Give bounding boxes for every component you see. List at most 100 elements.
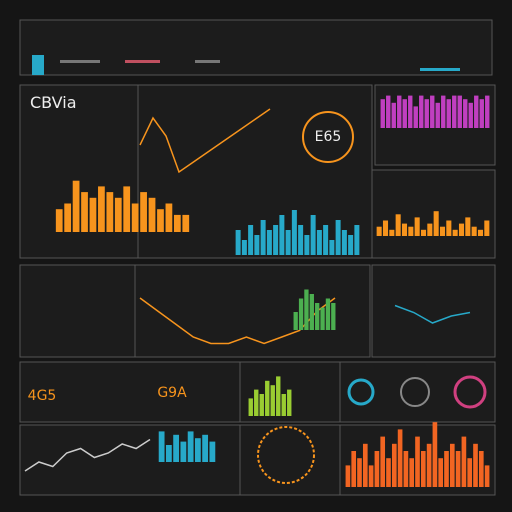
bar bbox=[123, 186, 131, 232]
bar bbox=[397, 429, 403, 487]
bar bbox=[187, 431, 194, 462]
bar bbox=[468, 102, 473, 128]
bar bbox=[316, 230, 322, 255]
bar bbox=[444, 451, 449, 487]
nav-item[interactable] bbox=[420, 68, 460, 71]
bar bbox=[335, 220, 341, 255]
bar bbox=[266, 230, 272, 255]
bar bbox=[354, 225, 360, 255]
bar bbox=[235, 230, 241, 255]
panel bbox=[239, 424, 341, 496]
bar bbox=[291, 210, 297, 255]
line bbox=[24, 438, 151, 472]
bar bbox=[391, 443, 397, 487]
bar bbox=[415, 436, 420, 487]
bar bbox=[304, 289, 309, 330]
bar bbox=[131, 203, 139, 232]
gauge bbox=[257, 426, 315, 484]
readout: 4G5 bbox=[28, 388, 57, 404]
bar bbox=[484, 465, 490, 487]
bar bbox=[281, 394, 286, 416]
bar bbox=[446, 99, 451, 128]
bar bbox=[173, 214, 181, 232]
bar bbox=[114, 197, 122, 232]
bar bbox=[427, 223, 433, 236]
bar bbox=[351, 451, 357, 487]
bar bbox=[298, 298, 304, 330]
bar bbox=[402, 99, 407, 128]
bar bbox=[438, 458, 444, 487]
bar bbox=[458, 223, 465, 236]
bar bbox=[202, 434, 209, 462]
nav-item[interactable] bbox=[60, 60, 100, 63]
bar bbox=[298, 225, 304, 255]
bar bbox=[331, 303, 336, 330]
bar bbox=[148, 197, 156, 232]
bar bbox=[461, 436, 467, 487]
bar bbox=[408, 95, 413, 128]
bar bbox=[382, 220, 389, 236]
bar bbox=[420, 229, 427, 236]
bar bbox=[380, 99, 385, 128]
bar bbox=[463, 99, 468, 128]
bar bbox=[465, 217, 471, 236]
bar bbox=[397, 95, 402, 128]
bar bbox=[446, 220, 452, 236]
bar bbox=[329, 240, 335, 255]
bar bbox=[279, 215, 285, 255]
bar bbox=[452, 95, 457, 128]
bar bbox=[452, 229, 458, 236]
bar bbox=[273, 225, 279, 255]
panel bbox=[19, 264, 136, 358]
bar bbox=[380, 436, 386, 487]
bar bbox=[374, 451, 380, 487]
bar bbox=[455, 451, 461, 487]
bar bbox=[368, 465, 374, 487]
bar bbox=[320, 307, 325, 330]
bar bbox=[310, 215, 316, 255]
gauge bbox=[400, 377, 430, 407]
bar bbox=[432, 422, 438, 487]
bar bbox=[386, 95, 391, 128]
bar bbox=[287, 389, 292, 416]
bar bbox=[395, 214, 401, 236]
line bbox=[394, 304, 471, 324]
bar bbox=[304, 235, 310, 255]
bar bbox=[430, 95, 435, 128]
bar bbox=[403, 451, 409, 487]
bar bbox=[433, 211, 439, 236]
panel bbox=[134, 264, 371, 358]
bar bbox=[270, 385, 275, 416]
bar bbox=[479, 99, 484, 128]
bar bbox=[449, 443, 455, 487]
bar bbox=[457, 95, 462, 128]
bar bbox=[473, 443, 478, 487]
bar bbox=[441, 95, 446, 128]
bar bbox=[426, 443, 432, 487]
bar bbox=[254, 235, 260, 255]
bar bbox=[260, 220, 266, 255]
nav-item[interactable] bbox=[125, 60, 160, 63]
bar bbox=[376, 226, 382, 236]
bar bbox=[293, 312, 298, 330]
bar bbox=[484, 220, 490, 236]
bar bbox=[157, 209, 164, 232]
bar bbox=[209, 441, 216, 462]
title: CBVia bbox=[30, 93, 77, 112]
panel bbox=[19, 361, 241, 423]
readout: E65 bbox=[315, 129, 342, 145]
nav-item[interactable] bbox=[195, 60, 220, 63]
bar bbox=[72, 180, 80, 232]
bar bbox=[467, 458, 473, 487]
bar bbox=[64, 203, 72, 232]
top-bar bbox=[19, 19, 493, 76]
bar bbox=[439, 226, 446, 236]
bar bbox=[414, 217, 420, 236]
bar bbox=[248, 225, 254, 255]
bar bbox=[408, 226, 414, 236]
gauge bbox=[453, 375, 487, 409]
bar bbox=[478, 451, 484, 487]
bar bbox=[180, 441, 187, 462]
bar bbox=[362, 443, 368, 487]
panel bbox=[371, 264, 496, 358]
